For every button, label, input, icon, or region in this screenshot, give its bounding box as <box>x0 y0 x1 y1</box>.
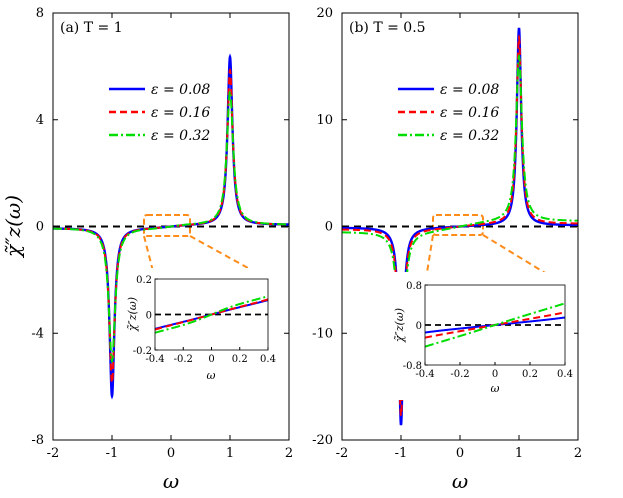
legend-label-2: ε = 0.16 <box>440 105 499 121</box>
y-tick-label: 0 <box>325 220 333 235</box>
inset-y-tick-label: 0 <box>416 321 422 332</box>
panel-b-inset-xlabel: ω <box>491 382 500 395</box>
y-tick-label: -4 <box>31 326 44 341</box>
x-tick-label: 1 <box>515 446 523 461</box>
inset-x-tick-label: -0.2 <box>174 354 193 365</box>
x-tick-label: 1 <box>226 446 234 461</box>
legend-label-3: ε = 0.32 <box>151 128 210 144</box>
inset-x-tick-label: 0 <box>208 354 214 365</box>
series-line-3 <box>53 89 289 364</box>
y-tick-label: -10 <box>312 326 333 341</box>
inset-x-tick-label: 0.2 <box>522 369 538 380</box>
y-tick-label: 8 <box>36 6 44 21</box>
panel-b-legend: ε = 0.08 ε = 0.16 ε = 0.32 <box>398 82 499 144</box>
x-tick-label: 0 <box>456 446 464 461</box>
legend-label-1: ε = 0.08 <box>151 82 210 98</box>
inset-y-tick-label: 0.8 <box>406 281 422 292</box>
inset-y-tick-label: 0 <box>146 311 152 322</box>
panel-a-title: (a) T = 1 <box>60 20 123 36</box>
panel-a-legend: ε = 0.08 ε = 0.16 ε = 0.32 <box>109 82 210 144</box>
legend-label-2: ε = 0.16 <box>151 105 210 121</box>
inset-x-tick-label: -0.4 <box>415 369 434 380</box>
x-tick-label: -2 <box>336 446 349 461</box>
legend-label-1: ε = 0.08 <box>440 82 499 98</box>
x-tick-label: 2 <box>285 446 293 461</box>
inset-x-tick-label: -0.4 <box>145 354 164 365</box>
panel-b-curves <box>342 27 578 426</box>
panel-b-title: (b) T = 0.5 <box>349 20 426 36</box>
y-tick-label: 10 <box>316 113 333 128</box>
series-line-3 <box>342 53 578 400</box>
panel-a-xlabel: ω <box>163 469 179 493</box>
x-tick-label: 0 <box>167 446 175 461</box>
legend-label-3: ε = 0.32 <box>440 128 499 144</box>
zoom-region-box <box>143 214 191 237</box>
inset-series-line-3 <box>425 302 565 348</box>
x-tick-label: -1 <box>395 446 408 461</box>
y-tick-label: -8 <box>31 433 44 448</box>
zoom-connector-line <box>143 235 156 280</box>
panel-a-inset-xlabel: ω <box>207 369 216 382</box>
y-tick-label: 0 <box>36 220 44 235</box>
panel-a-ylabel: χ̃″z(ω) <box>1 195 25 259</box>
y-tick-label: -20 <box>312 433 333 448</box>
inset-x-tick-label: -0.2 <box>450 369 469 380</box>
panel-a-curves <box>53 53 289 400</box>
panel-a-inset: -0.4 -0.2 0 0.2 0.40.20-0.2 ω χ̃″z(ω) <box>125 268 282 386</box>
inset-series-line-3 <box>155 295 268 334</box>
x-tick-label: -1 <box>106 446 119 461</box>
y-tick-label: 4 <box>36 113 44 128</box>
panel-b-inset-ylabel: χ̃″z(ω) <box>393 308 406 343</box>
inset-y-tick-label: 0.2 <box>136 275 152 286</box>
inset-y-tick-label: -0.2 <box>133 346 152 357</box>
y-tick-label: 20 <box>316 6 333 21</box>
inset-x-tick-label: 0 <box>492 369 498 380</box>
x-tick-label: 2 <box>574 446 582 461</box>
x-tick-label: -2 <box>47 446 60 461</box>
inset-x-tick-label: 0.2 <box>232 354 248 365</box>
panel-b-xlabel: ω <box>452 469 468 493</box>
panel-a-inset-ylabel: χ̃″z(ω) <box>126 297 139 332</box>
inset-x-tick-label: 0.4 <box>260 354 276 365</box>
panel-b-inset: -0.4 -0.2 0 0.2 0.4 0.8 0 -0.8 ω χ̃″z(ω) <box>393 272 574 400</box>
inset-y-tick-label: -0.8 <box>403 361 422 372</box>
inset-x-tick-label: 0.4 <box>557 369 573 380</box>
